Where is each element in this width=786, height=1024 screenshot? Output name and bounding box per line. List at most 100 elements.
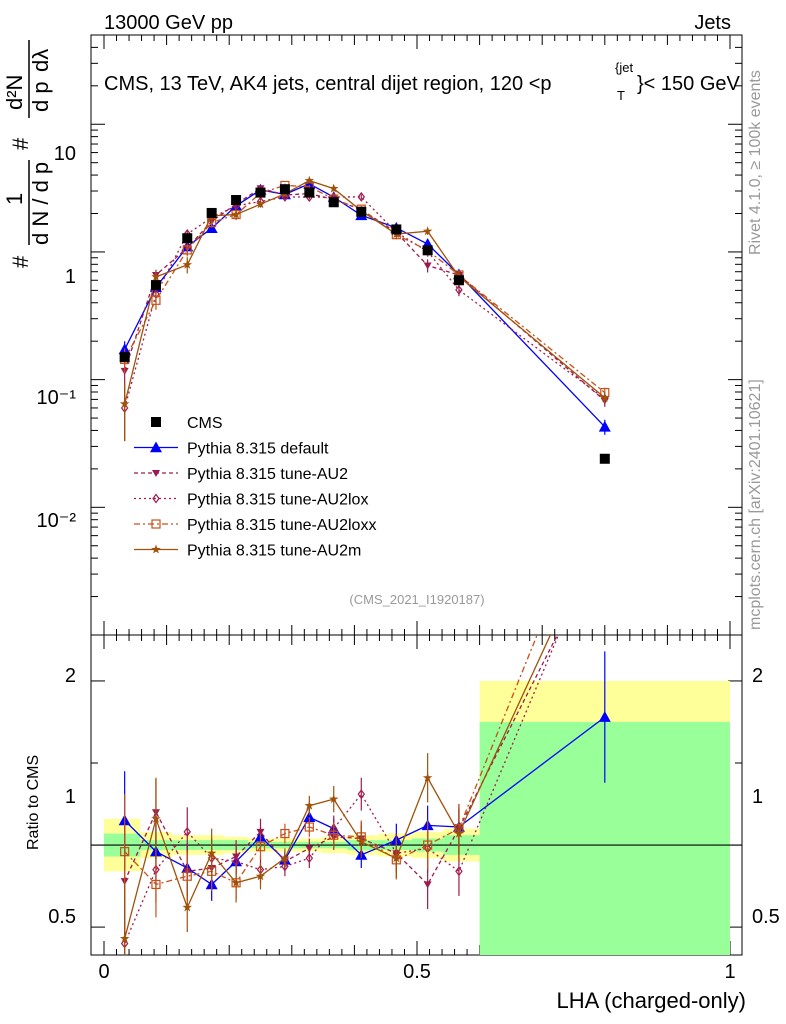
series-point-main: [182, 245, 192, 255]
series-point-ratio: [357, 789, 366, 800]
main-ylabel: # 1 d N / d p # d²N d p dλ: [2, 40, 53, 268]
site-label: mcplots.cern.ch [arXiv:2401.10621]: [747, 379, 764, 630]
data-point: [231, 195, 242, 206]
title-sup: {jet: [615, 60, 633, 75]
series-line-ratio: [124, 635, 560, 944]
ratio-ylabel: Ratio to CMS: [25, 755, 42, 850]
series-point-ratio: [183, 826, 192, 837]
series-point-ratio: [182, 902, 192, 912]
data-point: [356, 206, 367, 217]
series-point-ratio: [305, 853, 314, 864]
series-line-main: [124, 183, 606, 428]
ratio-tick-2: 2: [65, 665, 76, 687]
legend-label: Pythia 8.315 tune-AU2m: [187, 543, 361, 560]
series-point-main: [151, 271, 161, 281]
series-line-main: [124, 187, 606, 402]
series-point-main: [455, 284, 463, 295]
header-left: 13000 GeV pp: [104, 12, 233, 34]
series-line-ratio: [124, 635, 538, 886]
ylabel-hash-right: #: [8, 137, 33, 150]
data-point: [422, 245, 433, 256]
rivet-label: Rivet 4.1.0, ≥ 100k events: [747, 70, 764, 255]
ylabel-one: 1: [2, 193, 27, 205]
series-point-ratio: [422, 772, 433, 782]
ratio-bands: [91, 680, 742, 955]
legend-label: CMS: [187, 415, 223, 432]
legend-marker: [151, 544, 161, 554]
ylabel-hash-left: #: [8, 255, 33, 268]
title-main: CMS, 13 TeV, AK4 jets, central dijet reg…: [104, 73, 552, 95]
x-tick-0: 0: [98, 961, 109, 983]
data-point: [328, 197, 339, 208]
series-point-main: [255, 199, 266, 209]
series-point-main: [357, 191, 366, 202]
ratio-tick-1-right: 1: [752, 786, 763, 808]
legend-marker: [151, 417, 161, 427]
series-point-ratio: [391, 853, 402, 863]
series-point-ratio: [231, 877, 241, 887]
y-tick-labels: 10⁻² 10⁻¹ 1 10: [37, 143, 77, 532]
series-point-main: [600, 392, 610, 402]
series-point-ratio: [280, 853, 290, 863]
ylabel-dn: d N / d p: [28, 162, 53, 245]
legend-marker: [152, 493, 160, 504]
x-axis-label: LHA (charged-only): [556, 988, 746, 1013]
data-point: [279, 184, 290, 195]
data-point: [182, 233, 193, 244]
legend-marker: [150, 441, 162, 453]
series-point-main: [598, 420, 611, 432]
series-point-ratio: [423, 881, 432, 889]
data-point: [119, 352, 130, 363]
legend: CMS Pythia 8.315 default Pythia 8.315 tune…: [134, 415, 376, 560]
data-point: [599, 453, 610, 464]
y-tick-label-1: 1: [65, 266, 76, 288]
header-right: Jets: [694, 12, 731, 34]
series-point-ratio: [255, 842, 266, 852]
legend-marker: [152, 470, 160, 477]
ratio-tick-1: 1: [65, 786, 76, 808]
ratio-tick-2-right: 2: [752, 665, 763, 687]
title-tail: }< 150 GeV: [637, 73, 741, 95]
series-point-main: [231, 209, 241, 219]
series-point-ratio: [304, 822, 314, 832]
legend-label: Pythia 8.315 tune-AU2lox: [187, 492, 368, 509]
title-sub: T: [617, 88, 625, 103]
ratio-tick-0-5-right: 0.5: [752, 906, 780, 928]
y-tick-label-1e-1: 10⁻¹: [37, 387, 77, 409]
main-plot: [118, 175, 611, 464]
ratio-tick-0-5: 0.5: [48, 906, 76, 928]
series-point-ratio: [119, 933, 130, 943]
series-point-main: [422, 226, 433, 236]
series-point-ratio: [304, 800, 315, 810]
series-point-ratio: [280, 828, 290, 839]
x-tick-1: 1: [724, 961, 735, 983]
series-point-ratio: [329, 830, 339, 840]
ylabel-dpt: d p: [28, 81, 53, 112]
series-line-ratio: [124, 635, 559, 886]
series-point-ratio: [454, 828, 464, 838]
series-point-ratio: [598, 711, 611, 722]
series-point-ratio: [151, 813, 161, 823]
ratio-plot: [118, 635, 611, 955]
series-point-main: [119, 398, 130, 408]
chart-title: CMS, 13 TeV, AK4 jets, central dijet reg…: [104, 60, 741, 103]
data-point: [206, 207, 217, 218]
data-point: [453, 275, 464, 286]
y-tick-label-10: 10: [54, 143, 76, 165]
series-point-main: [329, 183, 339, 193]
series-point-ratio: [206, 848, 217, 858]
series-point-ratio: [182, 871, 192, 881]
legend-marker: [151, 519, 161, 529]
series-point-main: [151, 295, 161, 305]
series-point-ratio: [256, 828, 265, 836]
series-point-ratio: [151, 879, 161, 890]
data-point: [304, 187, 315, 198]
series-point-main: [182, 259, 192, 269]
series-line-main: [124, 196, 606, 409]
series-point-main: [304, 175, 315, 185]
data-point: [150, 280, 161, 291]
data-point: [255, 187, 266, 198]
data-point: [391, 224, 402, 235]
ylabel-dlambda: dλ: [28, 49, 53, 72]
